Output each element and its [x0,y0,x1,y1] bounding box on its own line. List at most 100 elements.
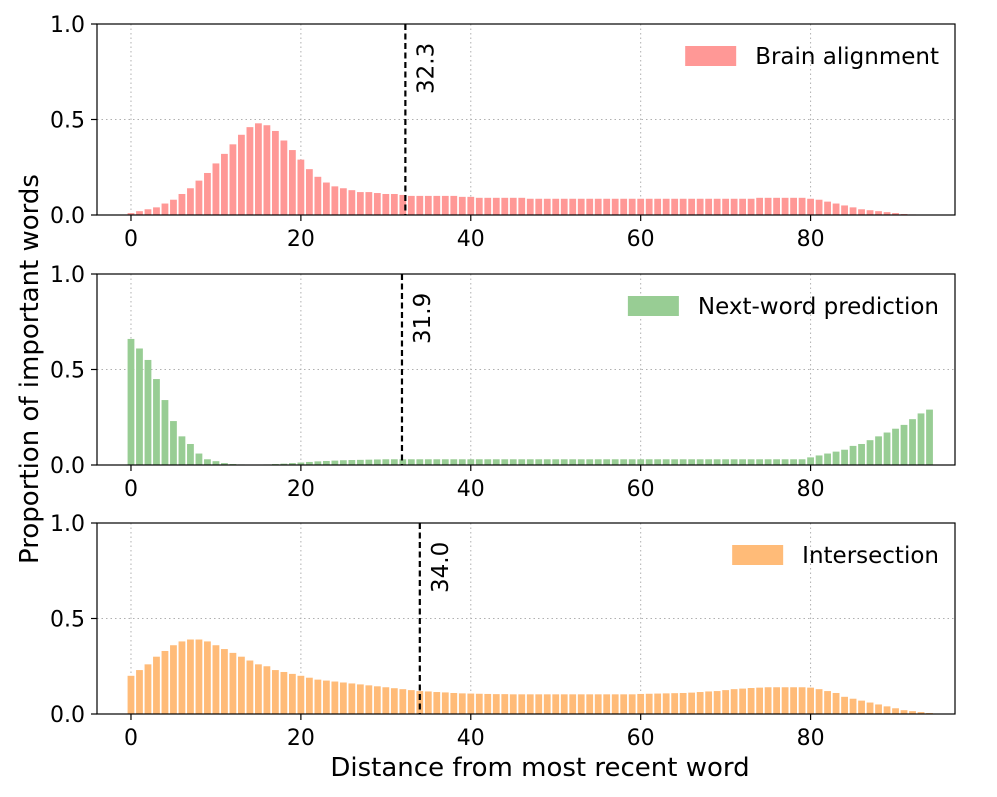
bar [739,459,747,465]
bar [577,198,585,215]
bar [671,198,679,215]
bar [841,696,848,714]
bar [475,459,483,465]
bar [271,670,279,714]
bar [756,687,764,714]
bar [280,463,288,465]
bar [696,198,704,215]
bar [187,639,194,714]
bar [178,436,186,465]
bar [671,459,679,465]
bar [586,694,594,714]
bar [569,694,577,714]
bar [569,198,577,215]
y-tick-label: 0.5 [50,109,85,134]
bar [798,687,806,714]
bar [832,692,840,714]
bar [416,459,424,465]
bar [705,691,713,714]
bar [900,710,908,714]
bar [747,198,755,215]
bar [407,459,415,465]
bar [212,645,220,714]
bar [314,176,322,215]
mean-line-label: 31.9 [410,293,436,344]
panel-1: 32.3 0 20 40 60 80 0.0 0.5 1.0 Brain alignment [50,13,956,252]
bar [450,195,458,215]
y-tick-label: 0.0 [50,454,85,479]
bar [696,692,704,714]
bar [730,459,738,465]
bar [577,459,585,465]
bar [705,198,713,215]
bar [331,460,339,465]
panels: 32.3 0 20 40 60 80 0.0 0.5 1.0 Brain alignment 31.… [50,13,956,751]
bar [790,459,797,465]
y-tick-label: 0.0 [50,204,85,229]
bar [339,188,347,215]
bar [628,459,636,465]
bar [781,687,789,714]
bar [305,461,313,465]
bar [654,693,662,714]
bar [127,213,135,215]
bar [195,180,203,215]
bar [628,694,636,714]
bar [713,691,721,714]
bar [356,684,364,714]
legend-swatch [627,296,679,316]
bar [662,693,670,714]
bar [450,692,458,714]
x-tick-label: 20 [287,477,315,502]
bar [586,198,594,215]
bar [875,704,882,714]
bar [433,459,441,465]
bar [390,688,398,714]
bar [492,694,500,714]
bar [136,211,143,215]
bar [586,459,594,465]
bar [297,159,305,215]
bar [705,459,713,465]
bar [365,459,373,465]
bar [926,409,933,465]
bar [526,459,534,465]
bar [764,687,772,714]
bar [611,694,619,714]
bar [611,459,619,465]
bar [858,209,865,215]
bar [127,675,135,714]
bar [416,195,424,215]
x-tick-label: 40 [457,477,485,502]
x-axis-title: Distance from most recent word [330,753,749,783]
bar [883,432,891,465]
bar [832,451,840,465]
bar [144,359,152,465]
bar [501,197,509,215]
bar [679,459,687,465]
x-tick-label: 40 [457,726,485,751]
bar [645,693,653,714]
bar [603,459,611,465]
bar [875,211,882,215]
bar [730,198,738,215]
bar [322,460,330,465]
bar [909,419,916,465]
bar [136,670,143,714]
bar [204,459,211,465]
bar [637,459,645,465]
legend-label: Intersection [802,543,939,569]
bar [424,691,432,714]
bar [909,711,916,714]
bar [153,656,160,714]
mean-line-label: 32.3 [413,43,439,94]
bar [594,459,602,465]
bar [892,213,899,215]
mean-line-label: 34.0 [428,542,454,593]
bar [153,379,160,465]
bar [170,199,177,215]
bar [883,706,891,714]
bar [841,205,848,215]
bar [688,459,696,465]
bar [815,199,823,215]
